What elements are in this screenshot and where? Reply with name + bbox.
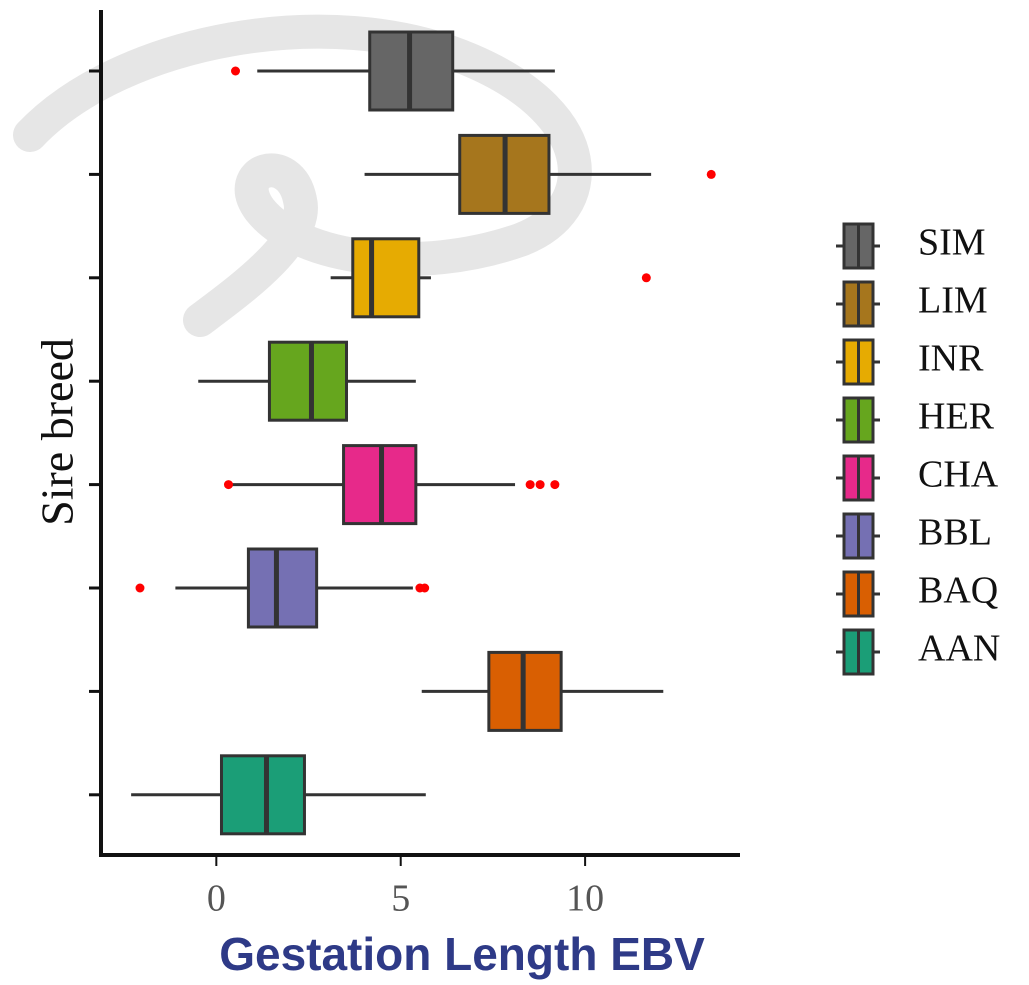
outlier [706, 169, 716, 179]
y-axis-label: Sire breed [32, 338, 83, 526]
legend-label: HER [918, 396, 995, 438]
box [246, 547, 319, 629]
outlier [550, 480, 560, 490]
watermark [13, 14, 592, 337]
outlier [135, 583, 145, 593]
outlier [525, 480, 535, 490]
box [219, 754, 306, 836]
outlier [231, 66, 241, 76]
legend-label: BAQ [918, 570, 998, 612]
legend-label: AAN [918, 628, 1000, 670]
legend-label: SIM [918, 222, 986, 264]
x-tick-label: 10 [566, 878, 604, 920]
legend-label: LIM [918, 280, 988, 322]
x-tick-label: 0 [207, 878, 226, 920]
box [351, 237, 421, 319]
outlier [420, 583, 430, 593]
outlier [223, 480, 233, 490]
x-tick-label: 5 [391, 878, 410, 920]
legend-label: BBL [918, 512, 992, 554]
legend-label: INR [918, 338, 984, 380]
x-axis-label: Gestation Length EBV [219, 928, 705, 980]
legend-label: CHA [918, 454, 999, 496]
box [267, 340, 349, 422]
outlier [535, 480, 545, 490]
outlier [641, 273, 651, 283]
